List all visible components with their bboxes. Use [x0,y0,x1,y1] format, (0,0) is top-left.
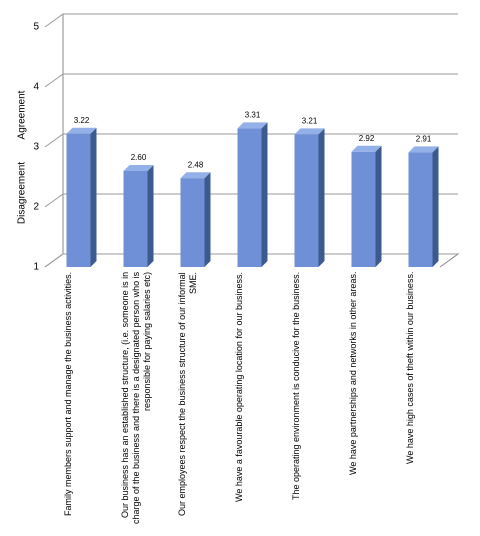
bar [237,128,262,267]
x-tick-label: We have a favourable operating location … [233,272,244,502]
bar-side [432,146,439,267]
value-label: 2.91 [416,135,432,144]
grid-line [44,13,458,28]
bar [351,151,376,267]
x-tick-label: We have partnerships and networks in oth… [347,272,358,476]
bar-side [147,165,154,267]
y-label-low: Disagreement [17,162,28,224]
grid-line [44,73,458,88]
y-label-high: Agreement [17,90,28,139]
bar [123,171,148,267]
grid-line [44,253,458,268]
bar-side [261,122,268,268]
bar-side [90,127,97,267]
x-tick-label: We have high cases of theft within our b… [404,272,415,465]
bar [180,178,205,267]
value-label: 2.60 [131,153,147,162]
value-label: 3.22 [74,116,90,125]
value-label: 3.21 [302,117,318,126]
grid-line [44,133,458,148]
bar [408,152,433,267]
grid-line [44,193,458,208]
bar-top [408,146,439,153]
y-tick-label: 5 [33,22,39,33]
bar-top [180,172,211,179]
bar-top [351,145,382,152]
y-tick-label: 1 [33,262,39,273]
bar [66,133,91,267]
y-tick-label: 2 [33,202,39,213]
bar-side [204,172,211,267]
value-label: 2.92 [359,134,375,143]
x-tick-label: The operating environment is conducive f… [290,272,301,501]
x-tick-label: Our employees respect the business struc… [176,272,198,516]
value-label: 3.31 [245,111,261,120]
x-tick-label: Family members support and manage the bu… [62,272,73,517]
bar-top [123,165,154,171]
bar [294,134,319,267]
bar-top [237,122,268,129]
y-tick-label: 3 [33,142,39,153]
bar-side [375,145,382,267]
y-tick-label: 4 [33,82,39,93]
bar-top [66,127,97,134]
x-tick-label: Our business has an established structur… [119,272,152,525]
bar-side [318,128,325,267]
value-label: 2.48 [188,160,204,169]
bar-top [294,128,325,135]
